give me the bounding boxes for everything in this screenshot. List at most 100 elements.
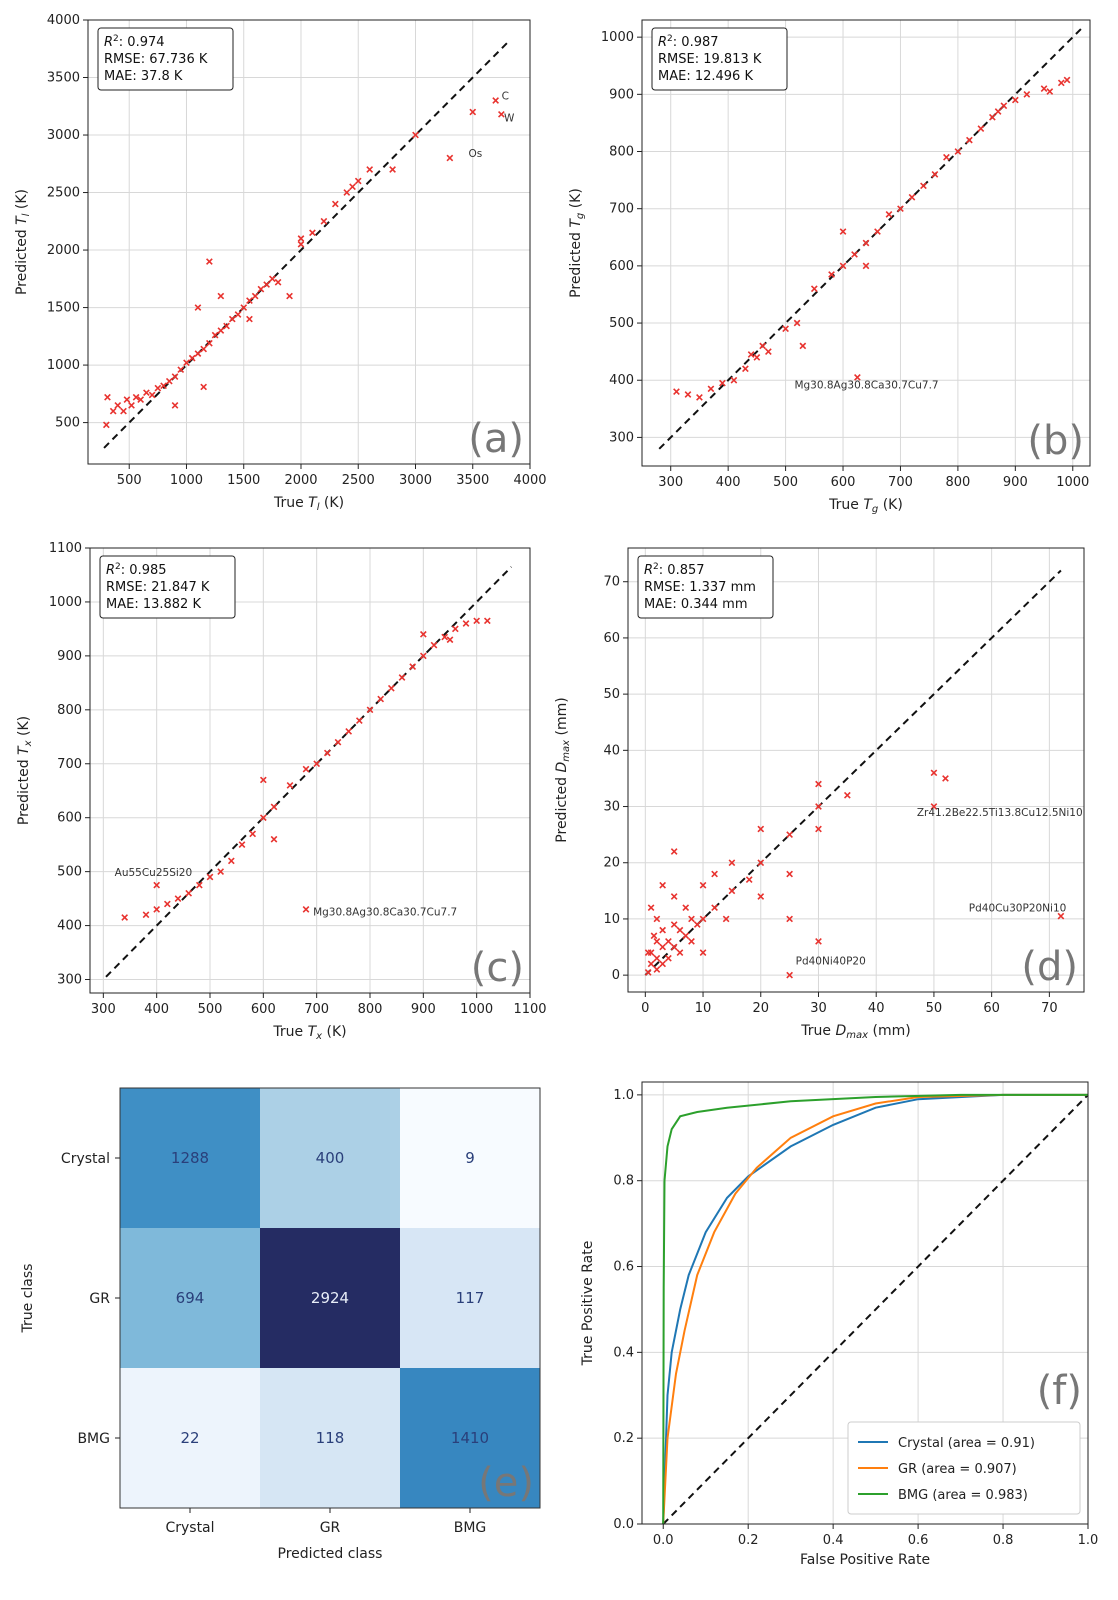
point-stroke xyxy=(473,617,481,625)
point-stroke xyxy=(828,271,835,278)
x-tick-label: 600 xyxy=(251,1002,276,1017)
x-tick-label: 30 xyxy=(810,1001,827,1016)
point-stroke xyxy=(659,943,666,951)
point-stroke xyxy=(815,803,822,810)
cell-value: 400 xyxy=(316,1149,345,1167)
point-stroke xyxy=(988,113,996,121)
point-stroke xyxy=(885,211,893,218)
data-point xyxy=(810,285,818,293)
data-point xyxy=(670,943,678,951)
data-point xyxy=(665,938,672,945)
data-point xyxy=(682,904,690,912)
point-stroke xyxy=(251,292,259,300)
data-point xyxy=(200,345,208,353)
data-point xyxy=(711,870,718,878)
point-stroke xyxy=(246,297,253,305)
panel-label: (f) xyxy=(1037,1368,1082,1414)
data-point xyxy=(274,278,282,286)
point-stroke xyxy=(843,791,851,799)
data-point xyxy=(644,968,652,976)
stat-text: R2: 0.857 xyxy=(644,562,705,578)
point-stroke xyxy=(142,911,150,919)
data-point xyxy=(653,915,661,923)
data-point xyxy=(659,926,666,934)
data-point xyxy=(498,110,505,118)
point-stroke xyxy=(1063,76,1071,84)
data-point xyxy=(742,365,749,373)
point-stroke xyxy=(109,407,117,415)
x-tick-label: GR xyxy=(320,1520,341,1536)
point-stroke xyxy=(728,887,736,895)
point-stroke xyxy=(223,322,230,330)
x-tick-label: 500 xyxy=(773,475,798,490)
point-stroke xyxy=(786,971,793,979)
y-tick-label: 700 xyxy=(609,202,634,217)
point-stroke xyxy=(217,868,225,876)
y-tick-label: 2000 xyxy=(47,243,80,258)
heatmap-cell xyxy=(120,1228,260,1368)
data-point xyxy=(469,108,477,116)
panel-a: 500 1000 1500 2000 2500 3000 3500 4000 500 1000 15… xyxy=(14,13,547,513)
point-stroke xyxy=(682,904,690,912)
x-tick-label: 2000 xyxy=(284,473,317,488)
data-point xyxy=(153,906,161,913)
data-point xyxy=(206,258,213,265)
y-tick-label: 400 xyxy=(57,919,82,934)
x-tick-label: 1000 xyxy=(460,1002,493,1017)
stat-text: MAE: 13.882 K xyxy=(106,597,201,612)
data-point xyxy=(1063,76,1071,84)
x-tick-label: Crystal xyxy=(165,1520,214,1536)
data-point xyxy=(123,396,131,403)
heatmap-cell xyxy=(260,1368,400,1508)
data-point xyxy=(412,131,419,139)
point-stroke xyxy=(782,325,789,333)
data-point xyxy=(451,625,459,633)
panel-b: 300 400 500 600 700 800 900 1000 300 400 500 600 700… xyxy=(568,19,1091,515)
data-point xyxy=(343,189,351,196)
data-point xyxy=(782,325,789,333)
y-tick-label: 1.0 xyxy=(613,1088,634,1103)
x-tick-label: 0.4 xyxy=(823,1533,844,1548)
data-point xyxy=(366,706,374,714)
point-stroke xyxy=(387,684,395,692)
data-point xyxy=(183,359,190,367)
y-tick-label: 700 xyxy=(57,757,82,772)
data-point xyxy=(659,943,666,951)
point-stroke xyxy=(331,200,339,208)
point-stroke xyxy=(747,351,755,358)
data-point xyxy=(862,262,870,270)
x-tick-label: 800 xyxy=(358,1002,383,1017)
data-point xyxy=(851,251,858,258)
point-stroke xyxy=(483,617,491,625)
cell-value: 117 xyxy=(456,1289,485,1307)
data-point xyxy=(815,780,822,788)
point-stroke xyxy=(238,841,246,849)
x-tick-label: 400 xyxy=(144,1002,169,1017)
heatmap-cell xyxy=(400,1228,540,1368)
data-point xyxy=(320,217,328,225)
data-point xyxy=(1057,79,1065,87)
point-stroke xyxy=(1057,79,1065,87)
point-stroke xyxy=(227,857,235,865)
point-stroke xyxy=(153,881,161,889)
x-axis-label: True Tg (K) xyxy=(828,497,903,515)
data-point xyxy=(185,889,193,897)
point-stroke xyxy=(270,803,278,811)
data-point xyxy=(699,915,707,923)
data-point xyxy=(163,900,171,908)
data-point xyxy=(659,960,666,968)
y-tick-label: 1100 xyxy=(49,541,82,556)
stat-text: R2: 0.974 xyxy=(104,34,165,50)
point-stroke xyxy=(217,292,225,300)
x-tick-label: 0 xyxy=(641,1001,649,1016)
point-stroke xyxy=(185,889,193,897)
point-stroke xyxy=(163,900,171,908)
data-point xyxy=(354,177,362,185)
data-point xyxy=(238,841,246,849)
y-tick-label: 50 xyxy=(603,687,620,702)
data-point xyxy=(693,921,701,928)
data-point xyxy=(1040,85,1048,92)
point-stroke xyxy=(194,350,202,357)
point-stroke xyxy=(419,652,427,660)
data-point xyxy=(815,938,822,945)
